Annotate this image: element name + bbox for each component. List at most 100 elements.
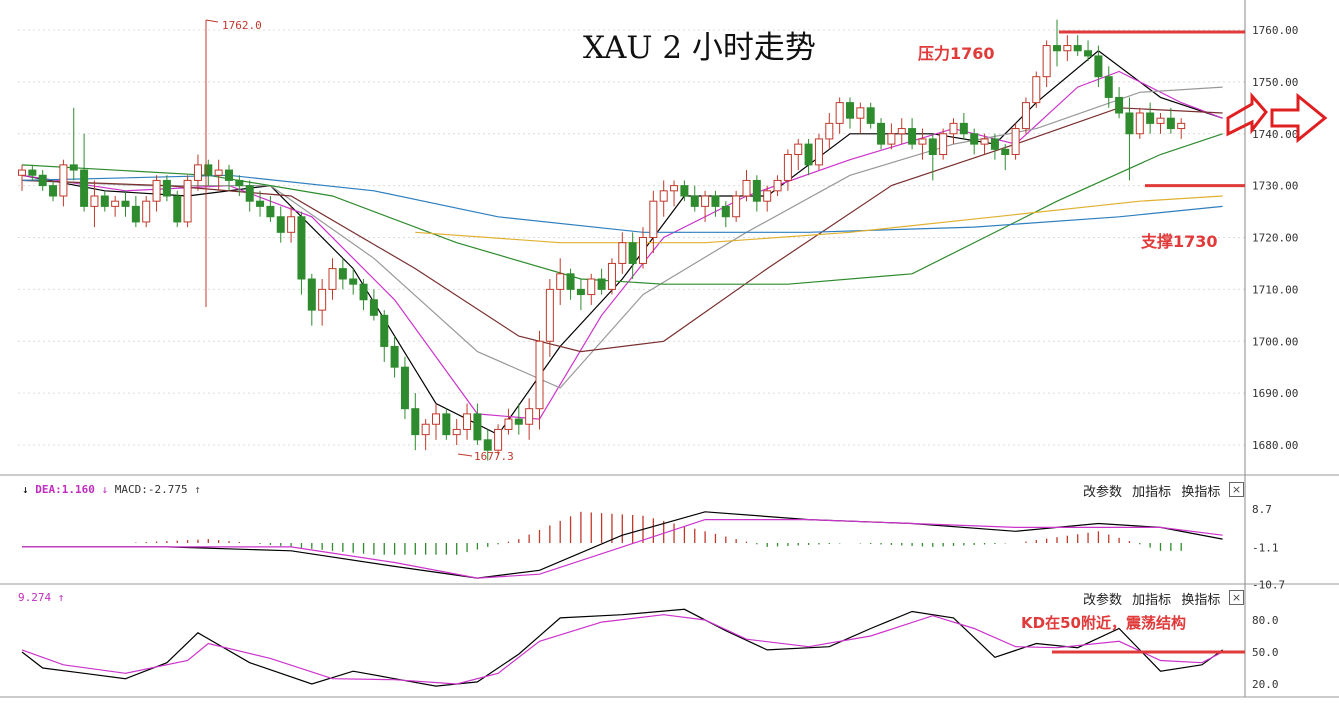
candle-body xyxy=(794,143,803,155)
candle-body xyxy=(80,169,89,207)
kd-close-icon[interactable]: × xyxy=(1229,590,1244,605)
candle-body xyxy=(297,216,306,280)
add-indicator-button[interactable]: 加指标 xyxy=(1132,593,1172,608)
high-marker-label: 1762.0 xyxy=(222,19,262,32)
candle-body xyxy=(856,107,865,119)
candle-body xyxy=(659,190,668,202)
candle-body xyxy=(183,179,192,223)
candle-body xyxy=(701,195,710,207)
kd-controls: 改参数 加指标 换指标 xyxy=(1083,589,1220,608)
candle-body xyxy=(256,200,265,207)
price-tick-label: 1760.00 xyxy=(1252,24,1298,37)
candle-body xyxy=(266,205,275,218)
change-params-button[interactable]: 改参数 xyxy=(1083,485,1123,500)
candle-body xyxy=(349,278,358,285)
moving-average-line xyxy=(21,107,1223,353)
candle-body xyxy=(587,278,596,296)
macd-close-icon[interactable]: × xyxy=(1229,482,1244,497)
candle-body xyxy=(649,200,658,238)
price-tick-label: 1690.00 xyxy=(1252,387,1298,400)
candle-body xyxy=(1135,112,1144,135)
candle-body xyxy=(970,133,979,145)
kd-header: 9.274 ↑ xyxy=(18,591,64,604)
candle-body xyxy=(680,185,689,197)
candle-body xyxy=(1146,112,1155,124)
candle-body xyxy=(318,288,327,311)
candle-body xyxy=(463,413,472,430)
candle-body xyxy=(928,138,937,155)
switch-indicator-button[interactable]: 换指标 xyxy=(1181,593,1221,608)
candle-body xyxy=(421,423,430,436)
candle-body xyxy=(1073,45,1082,52)
candle-body xyxy=(152,179,161,202)
switch-indicator-button[interactable]: 换指标 xyxy=(1181,485,1221,500)
candle-body xyxy=(204,164,213,176)
candle-body xyxy=(18,169,26,176)
candle-body xyxy=(1063,45,1072,52)
candle-body xyxy=(908,128,917,145)
high-marker-arrow xyxy=(205,19,219,23)
macd-header: ↓ DEA:1.160 ↓ MACD:-2.775 ↑ xyxy=(22,483,201,496)
kd-d-line xyxy=(21,614,1223,685)
change-params-button[interactable]: 改参数 xyxy=(1083,593,1123,608)
candle-body xyxy=(1042,45,1051,78)
kd-tick-label: 20.0 xyxy=(1252,678,1279,691)
candle-body xyxy=(307,278,316,311)
macd-tick-label: -1.1 xyxy=(1252,541,1279,554)
kd-k-line xyxy=(21,608,1223,687)
chart-title: XAU 2 小时走势 xyxy=(583,30,816,66)
moving-average-line xyxy=(415,195,1223,244)
candle-body xyxy=(100,195,109,207)
price-tick-label: 1680.00 xyxy=(1252,439,1298,452)
low-marker-label: 1677.3 xyxy=(474,450,514,463)
arrow-icon xyxy=(1226,92,1268,137)
price-tick-label: 1750.00 xyxy=(1252,76,1298,89)
kd-value-label: 9.274 xyxy=(18,591,52,604)
candle-body xyxy=(804,143,813,166)
candle-body xyxy=(814,138,823,166)
moving-average-line xyxy=(21,133,1223,285)
candle-body xyxy=(38,174,47,187)
candle-body xyxy=(452,428,461,436)
candle-body xyxy=(111,200,120,207)
add-indicator-button[interactable]: 加指标 xyxy=(1132,485,1172,500)
arrow-icon xyxy=(1270,92,1328,144)
candle-body xyxy=(949,122,958,135)
price-tick-label: 1720.00 xyxy=(1252,232,1298,245)
dea-label: DEA:1.160 xyxy=(35,483,95,496)
price-tick-label: 1700.00 xyxy=(1252,335,1298,348)
candle-body xyxy=(214,169,223,176)
candle-body xyxy=(877,122,886,145)
candle-body xyxy=(1032,76,1041,104)
candle-body xyxy=(193,164,202,181)
candle-body xyxy=(990,138,999,150)
candle-body xyxy=(69,164,78,171)
kd-tick-label: 80.0 xyxy=(1252,614,1279,627)
candle-body xyxy=(752,179,761,202)
candle-body xyxy=(618,242,627,264)
candle-body xyxy=(597,278,606,290)
macd-dea-line xyxy=(22,518,1223,579)
candle-body xyxy=(276,216,285,233)
candle-body xyxy=(473,413,482,441)
candle-body xyxy=(846,102,854,119)
candle-body xyxy=(1011,128,1020,155)
candle-body xyxy=(721,205,730,218)
kd-note: KD在50附近，震荡结构 xyxy=(1021,614,1186,632)
candle-body xyxy=(235,179,244,187)
candle-body xyxy=(742,179,751,197)
candle-body xyxy=(1021,102,1030,130)
candle-body xyxy=(90,195,99,207)
price-tick-label: 1710.00 xyxy=(1252,283,1298,296)
candle-body xyxy=(763,190,772,202)
candle-body xyxy=(607,262,616,290)
candle-body xyxy=(225,169,233,181)
candle-body xyxy=(825,122,834,140)
macd-dif-line xyxy=(22,511,1223,579)
candle-body xyxy=(980,138,989,145)
up-arrow-icon: ↑ xyxy=(194,483,201,496)
candle-body xyxy=(1125,112,1134,135)
candle-body xyxy=(245,185,254,202)
candle-body xyxy=(959,122,968,135)
candle-body xyxy=(1166,117,1175,130)
